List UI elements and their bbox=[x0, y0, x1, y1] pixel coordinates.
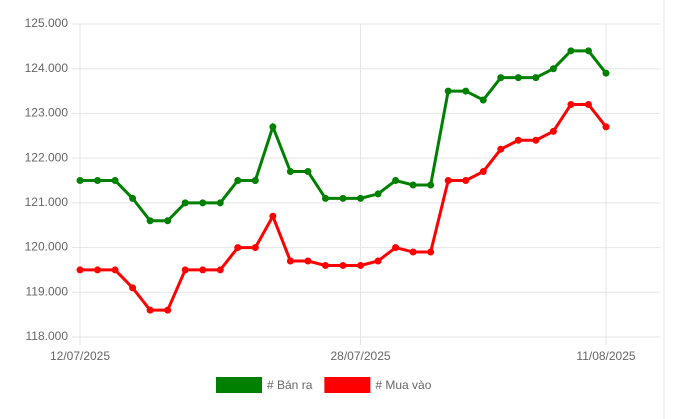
data-point bbox=[181, 199, 189, 207]
data-point bbox=[199, 199, 207, 207]
data-point bbox=[479, 96, 487, 104]
y-tick-label: 122.000 bbox=[25, 150, 69, 164]
data-point bbox=[76, 266, 84, 274]
data-point bbox=[584, 47, 592, 55]
data-point bbox=[181, 266, 189, 274]
legend-label: # Bán ra bbox=[267, 378, 313, 392]
data-point bbox=[497, 145, 505, 153]
data-point bbox=[76, 177, 84, 184]
data-point bbox=[286, 168, 294, 176]
data-point bbox=[321, 261, 329, 269]
data-point bbox=[269, 212, 277, 220]
data-point bbox=[269, 123, 277, 131]
data-point bbox=[549, 65, 557, 73]
x-tick-label: 12/07/2025 bbox=[50, 349, 110, 363]
data-point bbox=[199, 266, 207, 274]
y-tick-label: 118.000 bbox=[26, 329, 69, 343]
data-point bbox=[462, 87, 470, 95]
data-point bbox=[339, 194, 347, 202]
data-point bbox=[409, 181, 417, 189]
legend-label: # Mua vào bbox=[375, 378, 431, 392]
data-point bbox=[234, 177, 242, 184]
data-point bbox=[602, 69, 610, 77]
data-point bbox=[584, 100, 592, 108]
data-point bbox=[392, 177, 400, 184]
data-point bbox=[444, 177, 452, 184]
data-point bbox=[234, 244, 242, 252]
data-point bbox=[339, 261, 347, 269]
data-point bbox=[251, 177, 259, 184]
series-line bbox=[80, 102, 608, 312]
data-point bbox=[462, 177, 470, 184]
data-point bbox=[164, 306, 172, 314]
data-point bbox=[479, 168, 487, 176]
data-point bbox=[94, 266, 102, 274]
x-tick-label: 28/07/2025 bbox=[331, 349, 391, 363]
data-point bbox=[374, 257, 382, 265]
data-point bbox=[304, 257, 312, 265]
y-tick-label: 123.000 bbox=[25, 106, 69, 120]
data-point bbox=[444, 87, 452, 95]
data-point bbox=[164, 217, 172, 225]
data-point bbox=[514, 136, 522, 144]
data-point bbox=[304, 168, 312, 176]
data-point bbox=[146, 306, 154, 314]
data-point bbox=[357, 194, 365, 202]
legend-swatch bbox=[324, 377, 371, 393]
data-point bbox=[357, 261, 365, 269]
data-point bbox=[146, 217, 154, 225]
data-point bbox=[602, 123, 610, 131]
data-point bbox=[567, 100, 575, 108]
data-point bbox=[321, 194, 329, 202]
data-point bbox=[286, 257, 294, 265]
data-point bbox=[216, 199, 224, 207]
y-tick-label: 119.000 bbox=[26, 284, 69, 298]
data-point bbox=[94, 177, 102, 184]
data-point bbox=[427, 248, 435, 256]
data-point bbox=[514, 74, 522, 82]
data-point bbox=[251, 244, 259, 252]
data-point bbox=[111, 266, 119, 274]
data-point bbox=[549, 127, 557, 135]
data-point bbox=[532, 74, 540, 82]
y-tick-label: 121.000 bbox=[25, 195, 69, 209]
y-tick-label: 124.000 bbox=[25, 61, 69, 75]
data-point bbox=[216, 266, 224, 274]
data-point bbox=[111, 177, 119, 184]
data-point bbox=[392, 244, 400, 252]
y-tick-label: 125.000 bbox=[25, 16, 69, 30]
data-point bbox=[129, 194, 137, 202]
y-tick-label: 120.000 bbox=[25, 240, 69, 254]
data-point bbox=[409, 248, 417, 256]
data-point bbox=[427, 181, 435, 189]
data-point bbox=[532, 136, 540, 144]
data-point bbox=[497, 74, 505, 82]
x-tick-label: 11/08/2025 bbox=[576, 349, 635, 363]
legend-swatch bbox=[216, 377, 262, 393]
data-point bbox=[374, 190, 382, 198]
data-point bbox=[129, 284, 137, 292]
data-point bbox=[567, 47, 575, 55]
